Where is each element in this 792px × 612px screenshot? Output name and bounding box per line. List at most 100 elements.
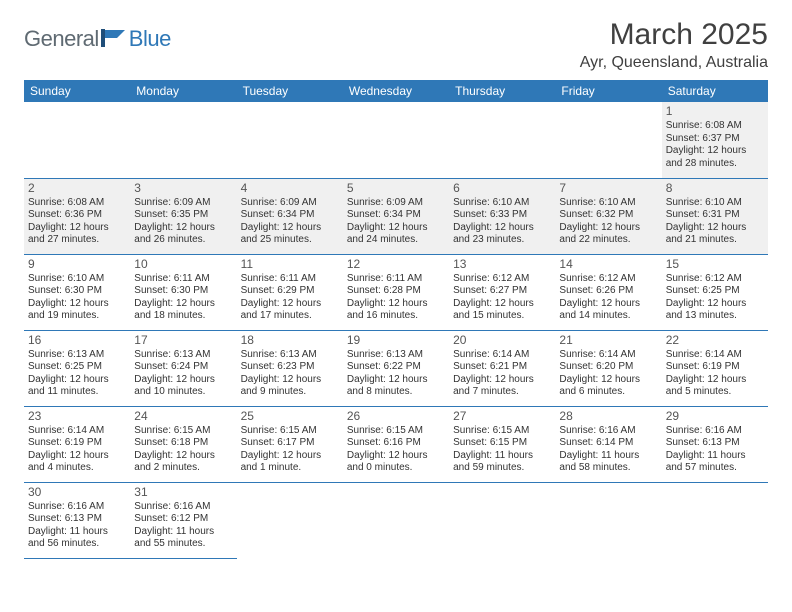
sunrise-line: Sunrise: 6:16 AM [134,501,232,514]
calendar-cell: 20Sunrise: 6:14 AMSunset: 6:21 PMDayligh… [449,330,555,406]
daylight2-line: and 10 minutes. [134,386,232,399]
sunset-line: Sunset: 6:27 PM [453,285,551,298]
daylight2-line: and 55 minutes. [134,538,232,551]
day-number: 9 [28,257,126,272]
calendar-cell: 31Sunrise: 6:16 AMSunset: 6:12 PMDayligh… [130,482,236,558]
daylight1-line: Daylight: 12 hours [666,145,764,158]
sunset-line: Sunset: 6:14 PM [559,437,657,450]
calendar-cell [237,102,343,178]
calendar-cell: 24Sunrise: 6:15 AMSunset: 6:18 PMDayligh… [130,406,236,482]
daylight1-line: Daylight: 12 hours [347,374,445,387]
daylight2-line: and 26 minutes. [134,234,232,247]
calendar-cell: 28Sunrise: 6:16 AMSunset: 6:14 PMDayligh… [555,406,661,482]
day-number: 17 [134,333,232,348]
sunset-line: Sunset: 6:18 PM [134,437,232,450]
daylight1-line: Daylight: 12 hours [347,450,445,463]
daylight1-line: Daylight: 12 hours [28,298,126,311]
sunrise-line: Sunrise: 6:08 AM [666,120,764,133]
daylight2-line: and 23 minutes. [453,234,551,247]
day-number: 8 [666,181,764,196]
sunset-line: Sunset: 6:36 PM [28,209,126,222]
sunrise-line: Sunrise: 6:09 AM [134,197,232,210]
calendar-cell: 13Sunrise: 6:12 AMSunset: 6:27 PMDayligh… [449,254,555,330]
sunset-line: Sunset: 6:22 PM [347,361,445,374]
calendar-cell [343,102,449,178]
calendar-cell: 4Sunrise: 6:09 AMSunset: 6:34 PMDaylight… [237,178,343,254]
calendar-cell [555,102,661,178]
sunset-line: Sunset: 6:34 PM [347,209,445,222]
day-number: 30 [28,485,126,500]
daylight1-line: Daylight: 12 hours [559,298,657,311]
calendar-week: 2Sunrise: 6:08 AMSunset: 6:36 PMDaylight… [24,178,768,254]
sunset-line: Sunset: 6:19 PM [28,437,126,450]
daylight2-line: and 15 minutes. [453,310,551,323]
calendar-cell: 15Sunrise: 6:12 AMSunset: 6:25 PMDayligh… [662,254,768,330]
day-number: 20 [453,333,551,348]
calendar-cell: 2Sunrise: 6:08 AMSunset: 6:36 PMDaylight… [24,178,130,254]
title-block: March 2025 Ayr, Queensland, Australia [580,18,768,72]
sunset-line: Sunset: 6:26 PM [559,285,657,298]
daylight1-line: Daylight: 12 hours [666,374,764,387]
calendar-cell: 25Sunrise: 6:15 AMSunset: 6:17 PMDayligh… [237,406,343,482]
daylight1-line: Daylight: 12 hours [666,298,764,311]
sunrise-line: Sunrise: 6:10 AM [28,273,126,286]
daylight1-line: Daylight: 12 hours [134,374,232,387]
calendar-cell: 6Sunrise: 6:10 AMSunset: 6:33 PMDaylight… [449,178,555,254]
sunset-line: Sunset: 6:21 PM [453,361,551,374]
daylight2-line: and 11 minutes. [28,386,126,399]
day-number: 14 [559,257,657,272]
logo-word-2: Blue [129,26,171,52]
sunset-line: Sunset: 6:25 PM [666,285,764,298]
daylight2-line: and 24 minutes. [347,234,445,247]
daylight2-line: and 57 minutes. [666,462,764,475]
daylight1-line: Daylight: 12 hours [347,298,445,311]
daylight2-line: and 2 minutes. [134,462,232,475]
sunset-line: Sunset: 6:29 PM [241,285,339,298]
daylight2-line: and 28 minutes. [666,158,764,171]
daylight1-line: Daylight: 11 hours [28,526,126,539]
sunrise-line: Sunrise: 6:14 AM [559,349,657,362]
sunset-line: Sunset: 6:35 PM [134,209,232,222]
calendar-table: SundayMondayTuesdayWednesdayThursdayFrid… [24,80,768,559]
day-number: 16 [28,333,126,348]
daylight1-line: Daylight: 11 hours [453,450,551,463]
day-number: 25 [241,409,339,424]
daylight2-line: and 7 minutes. [453,386,551,399]
calendar-cell: 26Sunrise: 6:15 AMSunset: 6:16 PMDayligh… [343,406,449,482]
sunrise-line: Sunrise: 6:13 AM [134,349,232,362]
day-number: 13 [453,257,551,272]
daylight1-line: Daylight: 12 hours [241,374,339,387]
calendar-cell: 11Sunrise: 6:11 AMSunset: 6:29 PMDayligh… [237,254,343,330]
sunset-line: Sunset: 6:30 PM [134,285,232,298]
day-number: 7 [559,181,657,196]
daylight2-line: and 56 minutes. [28,538,126,551]
sunset-line: Sunset: 6:37 PM [666,133,764,146]
calendar-week: 16Sunrise: 6:13 AMSunset: 6:25 PMDayligh… [24,330,768,406]
day-number: 15 [666,257,764,272]
sunrise-line: Sunrise: 6:16 AM [666,425,764,438]
sunrise-line: Sunrise: 6:11 AM [241,273,339,286]
sunset-line: Sunset: 6:20 PM [559,361,657,374]
calendar-cell: 21Sunrise: 6:14 AMSunset: 6:20 PMDayligh… [555,330,661,406]
calendar-week: 1Sunrise: 6:08 AMSunset: 6:37 PMDaylight… [24,102,768,178]
daylight1-line: Daylight: 12 hours [453,374,551,387]
calendar-body: 1Sunrise: 6:08 AMSunset: 6:37 PMDaylight… [24,102,768,558]
day-number: 22 [666,333,764,348]
day-number: 28 [559,409,657,424]
daylight2-line: and 58 minutes. [559,462,657,475]
sunrise-line: Sunrise: 6:12 AM [666,273,764,286]
calendar-week: 23Sunrise: 6:14 AMSunset: 6:19 PMDayligh… [24,406,768,482]
calendar-cell: 7Sunrise: 6:10 AMSunset: 6:32 PMDaylight… [555,178,661,254]
daylight1-line: Daylight: 11 hours [559,450,657,463]
sunrise-line: Sunrise: 6:14 AM [666,349,764,362]
sunset-line: Sunset: 6:28 PM [347,285,445,298]
daylight2-line: and 22 minutes. [559,234,657,247]
daylight1-line: Daylight: 12 hours [134,450,232,463]
header: General Blue March 2025 Ayr, Queensland,… [24,18,768,72]
calendar-cell: 3Sunrise: 6:09 AMSunset: 6:35 PMDaylight… [130,178,236,254]
daylight2-line: and 14 minutes. [559,310,657,323]
sunrise-line: Sunrise: 6:09 AM [241,197,339,210]
daylight2-line: and 9 minutes. [241,386,339,399]
day-number: 29 [666,409,764,424]
calendar-cell [555,482,661,558]
